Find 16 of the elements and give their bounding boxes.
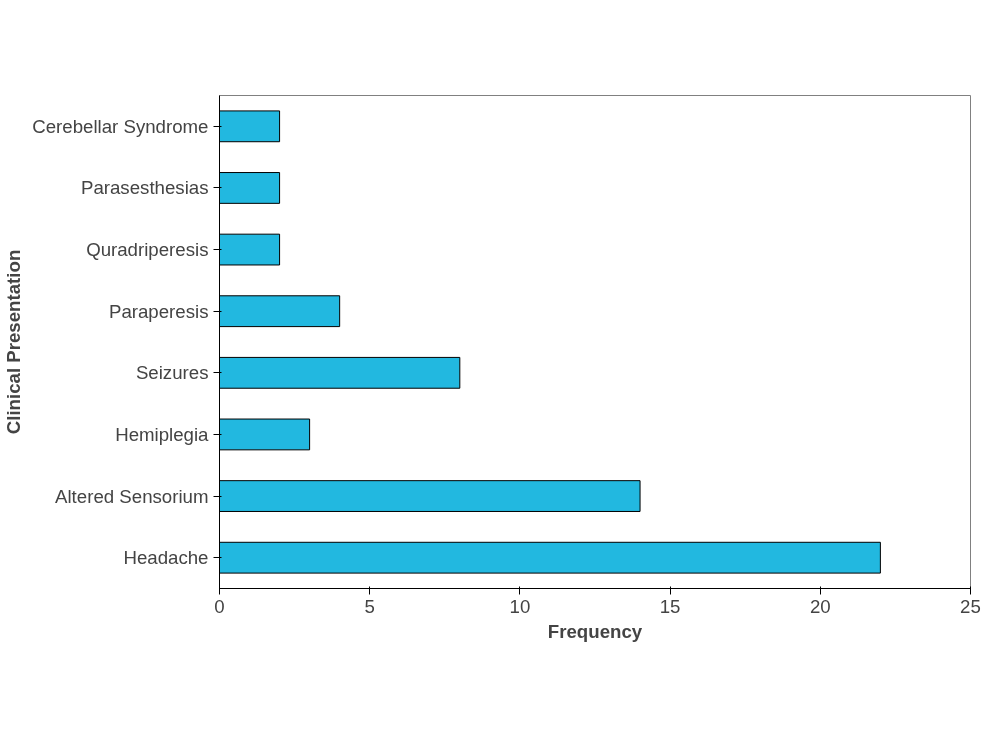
x-tick-label: 25 — [960, 595, 981, 617]
y-tick-label: Seizures — [135, 362, 209, 384]
x-tick-label: 0 — [214, 595, 225, 617]
y-tick-label: Paraperesis — [108, 300, 209, 322]
y-tick-label: Hemiplegia — [115, 423, 210, 445]
y-tick-label: Altered Sensorium — [55, 485, 209, 507]
y-tick-label: Cerebellar Syndrome — [32, 115, 209, 137]
x-tick-label: 5 — [364, 595, 375, 617]
x-axis-title: Frequency — [547, 620, 643, 642]
x-tick-label: 20 — [809, 595, 831, 617]
x-tick-label: 10 — [509, 595, 531, 617]
y-axis-title: Clinical Presentation — [3, 249, 25, 435]
y-tick-label: Headache — [123, 547, 209, 569]
x-tick-label: 15 — [659, 595, 681, 617]
y-tick-label: Parasesthesias — [80, 177, 209, 199]
y-tick-label: Quradriperesis — [86, 239, 209, 261]
